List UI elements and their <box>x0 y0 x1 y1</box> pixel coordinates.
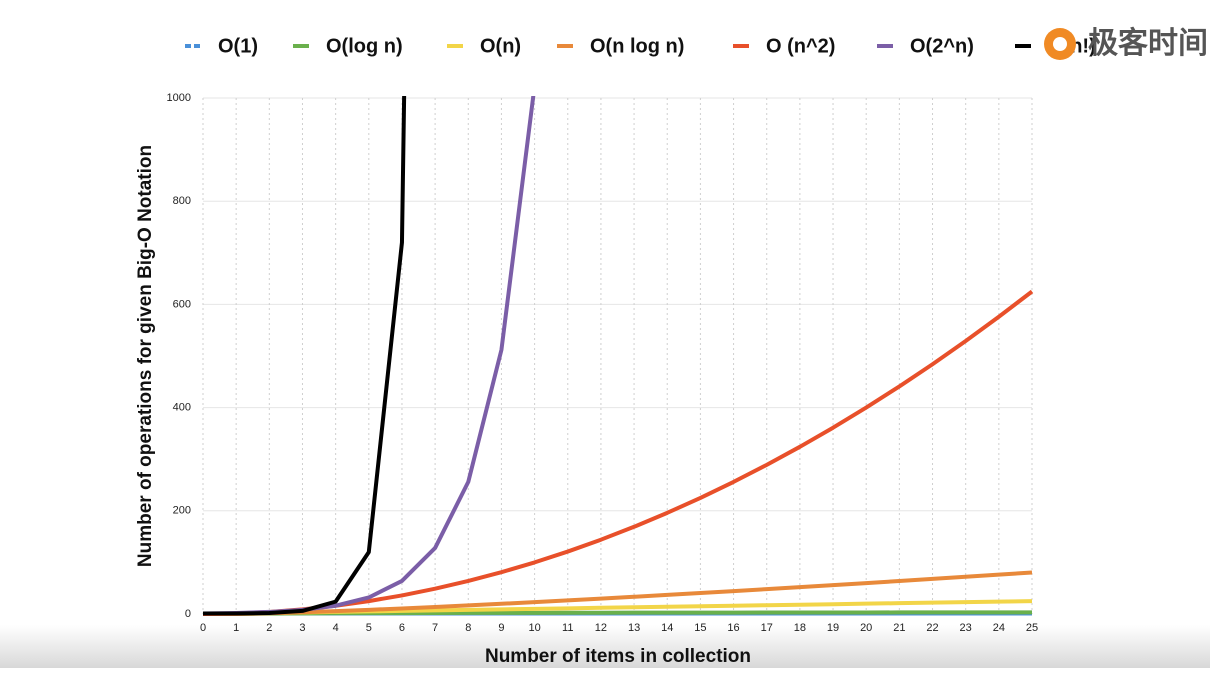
x-tick-label: 25 <box>1026 622 1038 634</box>
x-tick-label: 12 <box>595 622 607 634</box>
x-tick-label: 10 <box>528 622 540 634</box>
footer-shade <box>0 625 1210 668</box>
x-tick-label: 3 <box>299 622 305 634</box>
series-line <box>203 96 407 616</box>
y-tick-label: 800 <box>173 195 191 207</box>
y-tick-label: 1000 <box>167 92 191 104</box>
watermark-icon-hole <box>1053 37 1067 51</box>
y-tick-label: 600 <box>173 298 191 310</box>
x-tick-label: 14 <box>661 622 673 634</box>
y-tick-label: 200 <box>173 505 191 517</box>
series-line <box>203 570 1033 616</box>
x-tick-label: 24 <box>993 622 1005 634</box>
y-tick-label: 0 <box>185 608 191 620</box>
x-tick-label: 18 <box>794 622 806 634</box>
legend-label: O(n log n) <box>590 35 684 57</box>
x-tick-label: 0 <box>200 622 206 634</box>
plot-area <box>202 96 1034 616</box>
y-axis-title: Number of operations for given Big-O Not… <box>135 145 156 567</box>
x-tick-label: 16 <box>727 622 739 634</box>
x-tick-label: 17 <box>761 622 773 634</box>
x-tick-label: 20 <box>860 622 872 634</box>
x-tick-label: 15 <box>694 622 706 634</box>
legend-label: O(1) <box>218 35 258 57</box>
watermark: 极客时间 <box>1044 26 1208 60</box>
x-tick-label: 5 <box>366 622 372 634</box>
legend-label: O(n) <box>480 35 521 57</box>
watermark-text: 极客时间 <box>1088 26 1208 60</box>
x-tick-label: 8 <box>465 622 471 634</box>
x-tick-label: 22 <box>926 622 938 634</box>
y-tick-label: 400 <box>173 402 191 414</box>
x-tick-label: 6 <box>399 622 405 634</box>
legend-label: O (n^2) <box>766 35 835 57</box>
x-tick-label: 11 <box>562 622 573 634</box>
x-tick-label: 19 <box>827 622 839 634</box>
x-tick-label: 9 <box>498 622 504 634</box>
x-tick-label: 7 <box>432 622 438 634</box>
series-line <box>202 289 1034 616</box>
x-tick-label: 23 <box>960 622 972 634</box>
legend-label: O(log n) <box>326 35 403 57</box>
x-tick-label: 2 <box>266 622 272 634</box>
legend-label: O(2^n) <box>910 35 974 57</box>
x-tick-label: 21 <box>893 622 905 634</box>
x-tick-label: 1 <box>233 622 239 634</box>
x-tick-label: 4 <box>333 622 339 634</box>
x-axis-title: Number of items in collection <box>485 646 751 667</box>
x-tick-label: 13 <box>628 622 640 634</box>
